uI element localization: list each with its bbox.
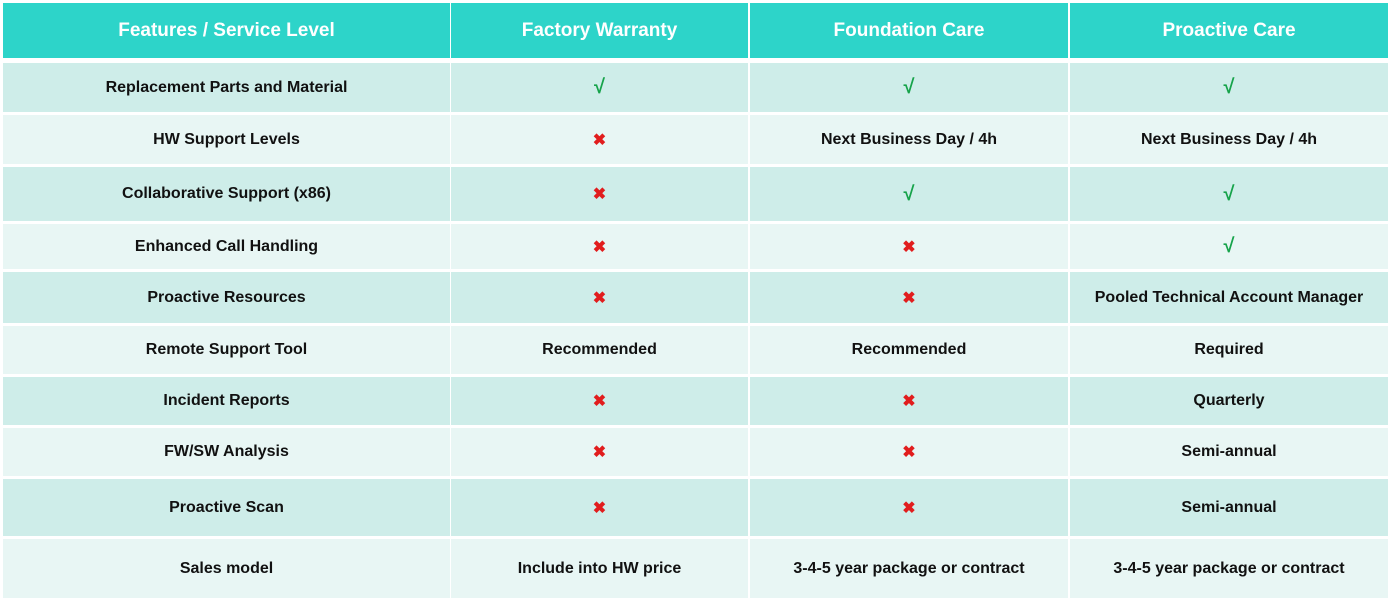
cross-icon: ✖ <box>902 444 916 461</box>
feature-cell: Proactive Resources <box>3 272 450 323</box>
table-cell: 3-4-5 year package or contract <box>750 539 1068 598</box>
table-cell: Include into HW price <box>451 539 748 598</box>
cell-value: Include into HW price <box>517 559 682 577</box>
check-icon: √ <box>1223 235 1235 257</box>
table-cell: ✖ <box>451 224 748 269</box>
column-header: Factory Warranty <box>451 3 748 58</box>
table-cell: ✖ <box>750 428 1068 476</box>
table-cell: √ <box>750 167 1068 221</box>
cross-icon: ✖ <box>902 393 916 410</box>
cell-value: Next Business Day / 4h <box>1140 130 1318 148</box>
cell-value: Pooled Technical Account Manager <box>1094 288 1364 306</box>
cell-value: Quarterly <box>1193 392 1265 409</box>
table-cell: ✖ <box>750 377 1068 425</box>
table-cell: Required <box>1070 326 1388 374</box>
feature-label: Sales model <box>179 559 274 577</box>
column-header: Foundation Care <box>750 3 1068 58</box>
table-cell: Next Business Day / 4h <box>1070 115 1388 164</box>
table-cell: ✖ <box>451 479 748 536</box>
feature-label: Collaborative Support (x86) <box>122 185 331 202</box>
table-cell: ✖ <box>451 115 748 164</box>
cross-icon: ✖ <box>902 289 916 307</box>
column-header: Features / Service Level <box>3 3 450 58</box>
feature-cell: Incident Reports <box>3 377 450 425</box>
table-cell: Recommended <box>750 326 1068 374</box>
cross-icon: ✖ <box>592 499 607 517</box>
feature-cell: Enhanced Call Handling <box>3 224 450 269</box>
table-cell: Recommended <box>451 326 748 374</box>
cell-value: Recommended <box>851 341 967 358</box>
feature-cell: Sales model <box>3 539 450 598</box>
feature-label: Enhanced Call Handling <box>134 237 319 255</box>
column-header: Proactive Care <box>1070 3 1388 58</box>
table-cell: √ <box>1070 224 1388 269</box>
table-cell: ✖ <box>451 428 748 476</box>
cell-value: 3-4-5 year package or contract <box>793 559 1025 577</box>
table-cell: Semi-annual <box>1070 428 1388 476</box>
table-cell: Semi-annual <box>1070 479 1388 536</box>
column-header-label: Foundation Care <box>833 19 985 41</box>
check-icon: √ <box>1223 182 1235 205</box>
cross-icon: ✖ <box>592 393 607 410</box>
cell-value: 3-4-5 year package or contract <box>1113 559 1345 577</box>
feature-label: Remote Support Tool <box>145 341 308 358</box>
feature-cell: Proactive Scan <box>3 479 450 536</box>
feature-cell: FW/SW Analysis <box>3 428 450 476</box>
feature-label: Proactive Scan <box>169 498 284 516</box>
table-cell: ✖ <box>750 479 1068 536</box>
check-icon: √ <box>903 76 915 98</box>
cross-icon: ✖ <box>902 238 916 256</box>
feature-cell: Collaborative Support (x86) <box>3 167 450 221</box>
table-cell: √ <box>451 63 748 112</box>
table-cell: √ <box>1070 63 1388 112</box>
table-cell: √ <box>750 63 1068 112</box>
table-cell: ✖ <box>750 272 1068 323</box>
feature-cell: Replacement Parts and Material <box>3 63 450 112</box>
feature-cell: Remote Support Tool <box>3 326 450 374</box>
cross-icon: ✖ <box>592 444 607 461</box>
feature-label: HW Support Levels <box>153 130 300 148</box>
feature-label: Proactive Resources <box>147 288 306 306</box>
table-cell: Quarterly <box>1070 377 1388 425</box>
cell-value: Required <box>1194 341 1264 358</box>
feature-cell: HW Support Levels <box>3 115 450 164</box>
feature-label: Incident Reports <box>163 392 290 409</box>
cross-icon: ✖ <box>902 499 916 517</box>
table-cell: 3-4-5 year package or contract <box>1070 539 1388 598</box>
column-header-label: Proactive Care <box>1162 19 1296 41</box>
table-cell: Next Business Day / 4h <box>750 115 1068 164</box>
table-cell: √ <box>1070 167 1388 221</box>
table-cell: ✖ <box>451 377 748 425</box>
cross-icon: ✖ <box>592 131 607 149</box>
feature-label: Replacement Parts and Material <box>105 78 348 96</box>
cross-icon: ✖ <box>592 238 607 256</box>
check-icon: √ <box>903 182 915 205</box>
column-header-label: Features / Service Level <box>118 19 335 41</box>
table-cell: Pooled Technical Account Manager <box>1070 272 1388 323</box>
cell-value: Next Business Day / 4h <box>820 130 998 148</box>
cell-value: Semi-annual <box>1181 443 1277 460</box>
column-header-label: Factory Warranty <box>521 19 678 41</box>
cross-icon: ✖ <box>592 289 607 307</box>
cell-value: Recommended <box>542 341 657 358</box>
cross-icon: ✖ <box>592 186 607 203</box>
check-icon: √ <box>594 76 605 98</box>
table-cell: ✖ <box>451 167 748 221</box>
check-icon: √ <box>1223 76 1235 98</box>
table-cell: ✖ <box>750 224 1068 269</box>
feature-label: FW/SW Analysis <box>164 443 289 460</box>
table-cell: ✖ <box>451 272 748 323</box>
cell-value: Semi-annual <box>1181 498 1277 516</box>
